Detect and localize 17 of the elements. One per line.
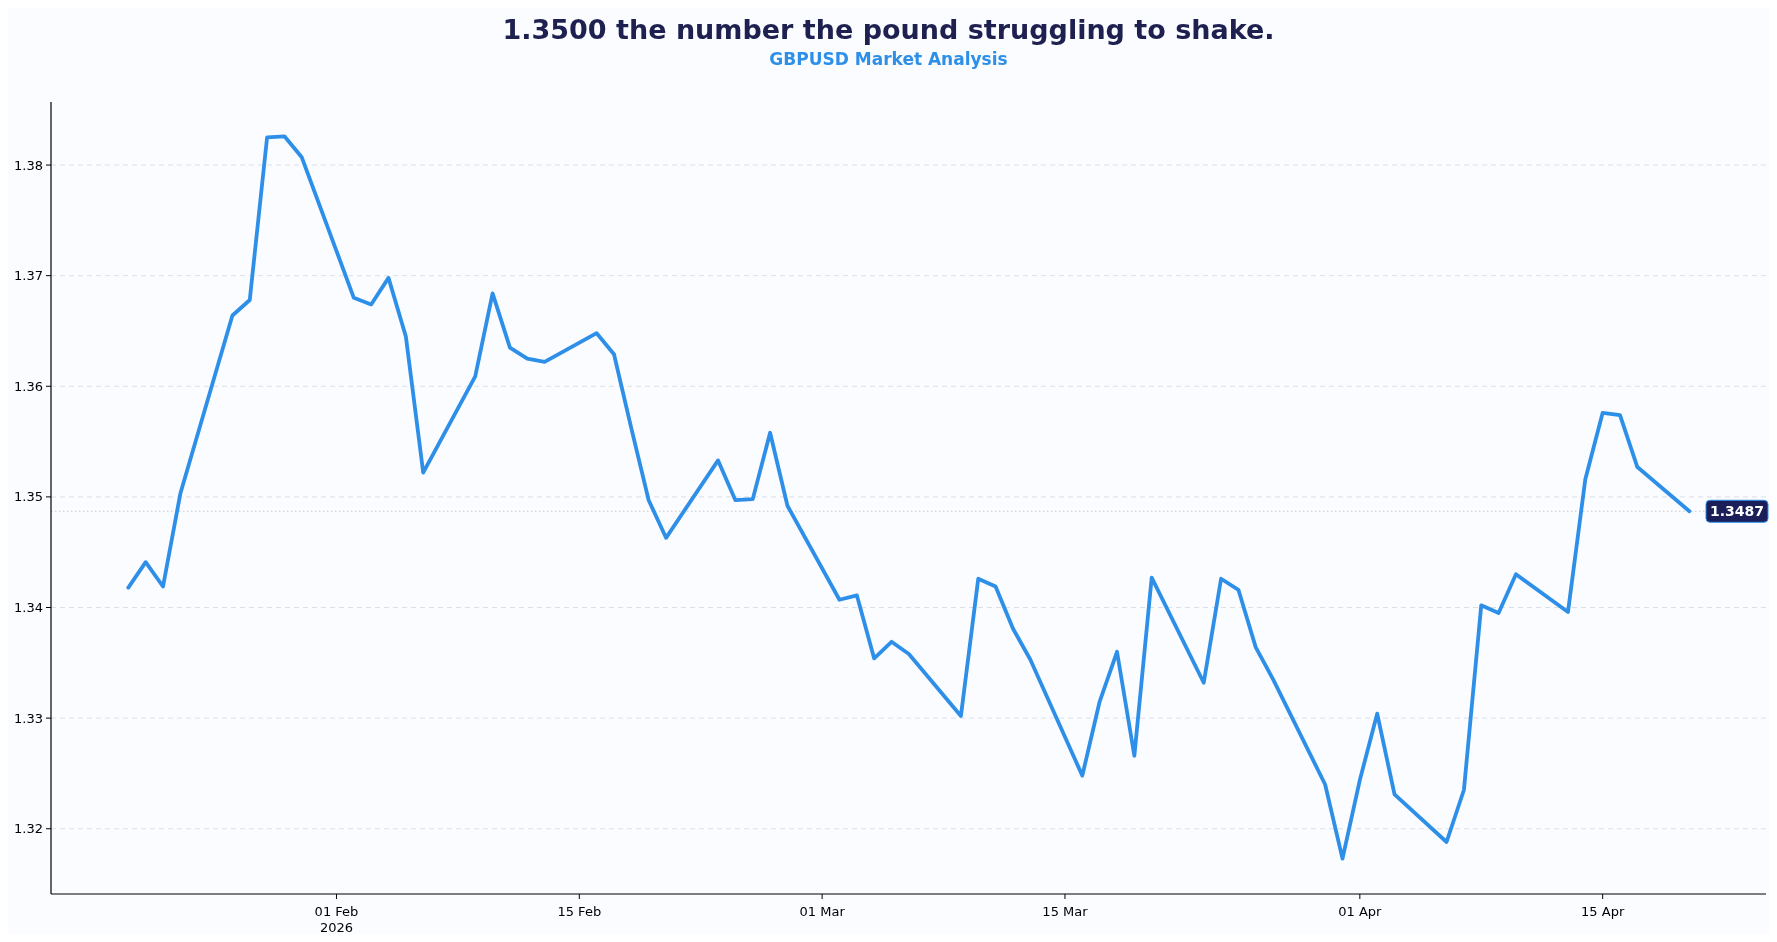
x-tick-label: 01 Apr: [1338, 904, 1383, 919]
ref-line-label: 1.3487: [1709, 503, 1765, 520]
x-tick-label: 15 Mar: [1042, 904, 1089, 919]
x-tick-label: 15 Apr: [1581, 904, 1625, 919]
y-tick-label: 1.35: [14, 489, 43, 505]
y-tick-label: 1.37: [14, 268, 43, 284]
y-tick-label: 1.34: [14, 600, 43, 616]
y-tick-label: 1.32: [14, 821, 43, 837]
y-tick-label: 1.36: [14, 378, 43, 394]
line-series: [126, 134, 1692, 861]
chart-title: 1.3500 the number the pound struggling to shake.: [502, 14, 1275, 45]
x-tick-label: 01 Feb 2026: [314, 904, 359, 935]
chart-subtitle: GBPUSD Market Analysis: [769, 49, 1008, 69]
x-tick-label: 01 Mar: [799, 904, 846, 919]
y-tick-label: 1.33: [14, 710, 43, 726]
y-tick-label: 1.38: [14, 157, 43, 173]
x-tick-label: 15 Feb: [557, 904, 602, 919]
